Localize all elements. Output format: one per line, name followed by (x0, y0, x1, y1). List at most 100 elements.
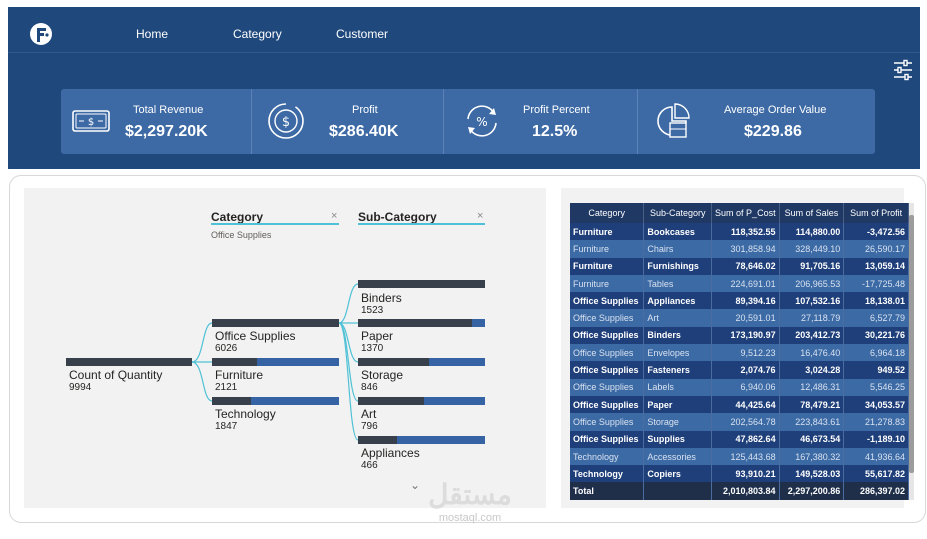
table-row[interactable]: Office Supplies Supplies 47,862.64 46,673.5… (570, 430, 909, 448)
table-cell: 46,673.54 (779, 430, 845, 448)
cash-icon: $ (72, 110, 110, 132)
table-row[interactable]: Furniture Furnishings 78,646.02 91,705.16 13… (570, 257, 909, 275)
node-label: Binders (361, 291, 402, 305)
table-cell: Furniture (570, 240, 645, 258)
table-row[interactable]: Furniture Tables 224,691.01 206,965.53 -17,7… (570, 274, 909, 293)
close-icon[interactable]: × (331, 210, 338, 222)
column-header-category[interactable]: Category (570, 203, 645, 223)
table-cell: 47,862.64 (711, 430, 780, 448)
chevron-down-icon: ⌄ (410, 478, 421, 492)
kpi-label: Profit Percent (523, 104, 590, 116)
table-cell: 5,546.25 (843, 378, 909, 396)
table-cell: 6,964.18 (843, 344, 909, 362)
table-cell: 20,591.01 (711, 309, 780, 327)
node-value: 6026 (215, 343, 238, 354)
table-cell: 949.52 (843, 361, 909, 379)
table-cell: 93,910.21 (711, 465, 780, 483)
table-cell: Labels (643, 378, 713, 396)
table-total-cell (643, 482, 713, 500)
table-cell: 173,190.97 (711, 326, 780, 345)
svg-text:$: $ (88, 117, 94, 128)
column-header-profit[interactable]: Sum of Profit (843, 203, 909, 223)
table-cell: Bookcases (643, 223, 713, 241)
kpi-value: $229.86 (744, 123, 802, 140)
table-row[interactable]: Office Supplies Storage 202,564.78 223,843.… (570, 413, 909, 431)
header-underline (358, 223, 485, 225)
node-label: Storage (361, 368, 404, 382)
nav-category[interactable]: Category (233, 27, 282, 41)
table-cell: 2,074.76 (711, 361, 780, 379)
table-cell: Supplies (643, 430, 713, 448)
column-header-sales[interactable]: Sum of Sales (779, 203, 845, 223)
table-cell: 16,476.40 (779, 344, 845, 362)
table-row[interactable]: Furniture Bookcases 118,352.55 114,880.00 -3… (570, 223, 909, 241)
table-cell: 13,059.14 (843, 257, 909, 275)
node-bar (212, 358, 339, 366)
table-cell: 125,443.68 (711, 447, 780, 466)
logo-icon[interactable] (28, 21, 54, 47)
node-value: 1523 (361, 305, 384, 316)
table-cell: Technology (570, 447, 645, 466)
node-value: 9994 (69, 382, 92, 393)
top-navigation: Home Category Customer (8, 7, 920, 53)
table-cell: 114,880.00 (779, 223, 845, 241)
table-cell: Office Supplies (570, 361, 645, 379)
node-bar-fill (358, 397, 424, 405)
kpi-label: Total Revenue (133, 104, 204, 116)
table-row[interactable]: Office Supplies Envelopes 9,512.23 16,476.4… (570, 344, 909, 362)
table-row[interactable]: Technology Copiers 93,910.21 149,528.03 55,6… (570, 465, 909, 483)
percent-cycle-icon: % (467, 105, 497, 137)
table-row[interactable]: Office Supplies Paper 44,425.64 78,479.21 34… (570, 395, 909, 414)
kpi-total-revenue: $ Total Revenue $2,297.20K (61, 89, 251, 154)
filter-sliders-icon[interactable] (892, 59, 914, 81)
kpi-value: $2,297.20K (125, 123, 208, 140)
node-bar (358, 436, 485, 444)
table-cell: 18,138.01 (843, 292, 909, 310)
tree-header-subcategory[interactable]: Sub-Category (358, 210, 437, 224)
close-icon[interactable]: × (477, 210, 484, 222)
table-cell: Furniture (570, 274, 645, 293)
table-row[interactable]: Office Supplies Labels 6,940.06 12,486.31 5,… (570, 378, 909, 396)
node-bar-fill (212, 358, 257, 366)
table-cell: 206,965.53 (779, 274, 845, 293)
table-row[interactable]: Office Supplies Appliances 89,394.16 107,53… (570, 292, 909, 310)
table-total-cell: 2,010,803.84 (711, 482, 780, 500)
table-row[interactable]: Office Supplies Fasteners 2,074.76 3,024.28… (570, 361, 909, 379)
watermark-url: mostaql.com (438, 512, 502, 524)
nav-customer[interactable]: Customer (336, 27, 389, 41)
table-scrollbar[interactable] (909, 203, 914, 500)
decomposition-tree: Category × Office Supplies Sub-Category … (24, 188, 546, 508)
table-total-cell: 2,297,200.86 (779, 482, 845, 500)
column-header-p-cost[interactable]: Sum of P_Cost (711, 203, 780, 223)
table-cell: Storage (643, 413, 713, 431)
node-label: Paper (361, 329, 394, 343)
column-header-subcategory[interactable]: Sub-Category (643, 203, 713, 223)
table-cell: Appliances (643, 292, 713, 310)
tree-header-category[interactable]: Category (211, 210, 264, 224)
node-label: Technology (215, 407, 276, 421)
table-cell: 6,940.06 (711, 378, 780, 396)
table-cell: 149,528.03 (779, 465, 845, 483)
table-total-cell: Total (570, 482, 645, 500)
kpi-bar: $ Total Revenue $2,297.20K $ Profit $286… (61, 89, 875, 154)
node-bar (66, 358, 192, 366)
table-total-cell: 286,397.02 (843, 482, 909, 500)
table-cell: Technology (570, 465, 645, 483)
sales-table: Category Sub-Category Sum of P_Cost Sum … (570, 203, 909, 500)
kpi-label: Profit (352, 104, 378, 116)
nav-home[interactable]: Home (136, 27, 169, 41)
table-cell: 41,936.64 (843, 447, 909, 466)
table-cell: 34,053.57 (843, 395, 909, 414)
table-cell: 328,449.10 (779, 240, 845, 258)
kpi-value: $286.40K (329, 123, 399, 140)
table-row[interactable]: Furniture Chairs 301,858.94 328,449.10 26,59… (570, 240, 909, 258)
tree-connectors (191, 283, 359, 441)
table-cell: 118,352.55 (711, 223, 780, 241)
table-row[interactable]: Office Supplies Binders 173,190.97 203,412.… (570, 326, 909, 345)
table-cell: Office Supplies (570, 309, 645, 327)
table-cell: Furniture (570, 257, 645, 275)
table-row[interactable]: Technology Accessories 125,443.68 167,380.3… (570, 447, 909, 466)
table-row[interactable]: Office Supplies Art 20,591.01 27,118.79 6,52… (570, 309, 909, 327)
scrollbar-thumb[interactable] (909, 215, 914, 473)
